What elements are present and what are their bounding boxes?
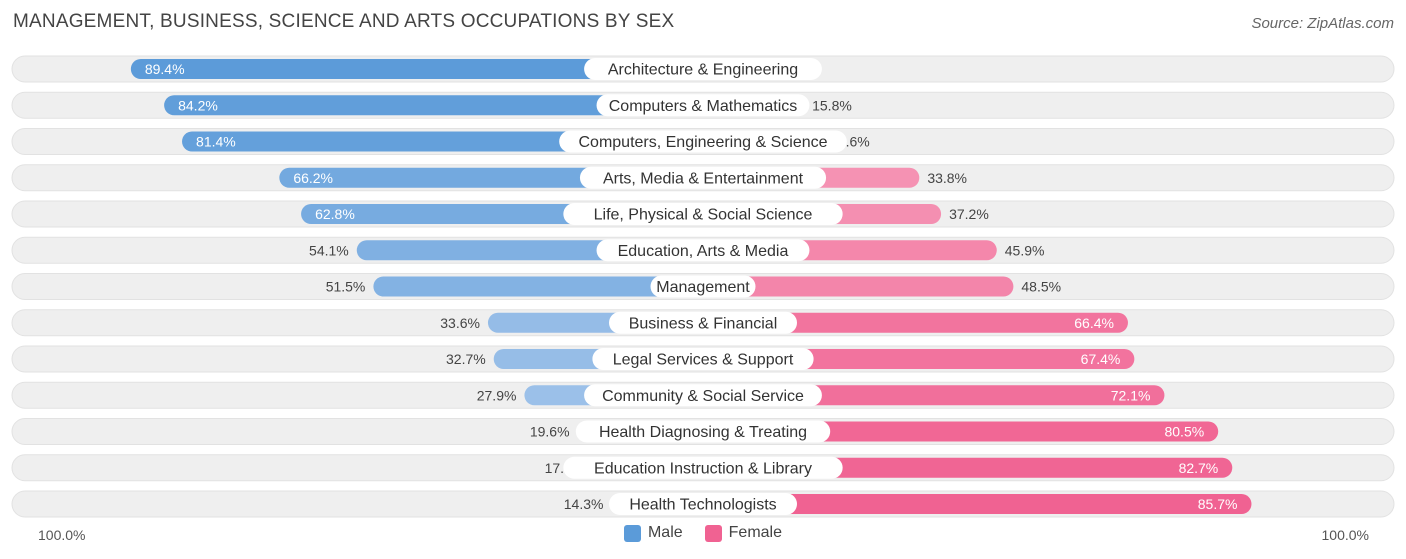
category-label: Life, Physical & Social Science bbox=[594, 207, 813, 224]
male-value-label: 62.8% bbox=[315, 206, 355, 222]
category-pill bbox=[592, 348, 814, 370]
category-label: Business & Financial bbox=[629, 315, 778, 332]
female-value-label: 48.5% bbox=[1021, 279, 1061, 295]
female-value-label: 45.9% bbox=[1005, 242, 1045, 258]
male-value-label: 66.2% bbox=[293, 170, 333, 186]
legend-item-male: Male bbox=[623, 524, 683, 542]
source-credit: Source: ZipAtlas.com bbox=[1251, 15, 1394, 32]
chart-title: MANAGEMENT, BUSINESS, SCIENCE AND ARTS O… bbox=[13, 11, 675, 32]
legend-label-male: Male bbox=[647, 524, 683, 541]
category-pill bbox=[575, 420, 831, 443]
legend-item-female: Female bbox=[704, 524, 783, 542]
female-value-label: 82.7% bbox=[1179, 460, 1219, 476]
bar-male bbox=[130, 59, 704, 79]
diverging-bar-chart: 89.4%10.6%Architecture & Engineering84.2… bbox=[11, 55, 1395, 518]
category-label: Computers, Engineering & Science bbox=[578, 134, 827, 151]
female-value-label: 66.4% bbox=[1074, 315, 1114, 331]
male-value-label: 81.4% bbox=[196, 134, 236, 150]
female-value-label: 72.1% bbox=[1111, 387, 1151, 403]
category-pill bbox=[609, 311, 797, 334]
category-pill bbox=[563, 203, 843, 225]
category-pill bbox=[563, 456, 843, 479]
male-value-label: 89.4% bbox=[145, 61, 185, 77]
male-value-label: 54.1% bbox=[309, 242, 349, 258]
legend: Male Female bbox=[0, 524, 1406, 542]
female-value-label: 80.5% bbox=[1164, 424, 1204, 440]
male-value-label: 27.9% bbox=[477, 387, 517, 403]
category-label: Education Instruction & Library bbox=[594, 460, 812, 477]
legend-swatch-male bbox=[623, 524, 641, 542]
category-pill bbox=[559, 130, 847, 153]
category-pill bbox=[584, 58, 822, 80]
category-label: Arts, Media & Entertainment bbox=[603, 170, 804, 187]
bar-male bbox=[373, 276, 703, 297]
category-pill bbox=[609, 493, 797, 515]
male-value-label: 33.6% bbox=[440, 315, 480, 331]
category-label: Education, Arts & Media bbox=[618, 243, 789, 260]
bar-female bbox=[703, 421, 1219, 442]
female-value-label: 33.8% bbox=[927, 170, 967, 186]
bar-female bbox=[703, 312, 1128, 333]
male-value-label: 84.2% bbox=[178, 97, 218, 113]
category-pill bbox=[596, 239, 810, 262]
category-label: Community & Social Service bbox=[602, 388, 804, 405]
male-value-label: 19.6% bbox=[530, 424, 570, 440]
female-value-label: 15.8% bbox=[812, 97, 852, 113]
category-label: Architecture & Engineering bbox=[608, 62, 798, 79]
category-label: Management bbox=[656, 279, 750, 296]
category-label: Computers & Mathematics bbox=[609, 98, 798, 115]
category-pill bbox=[596, 94, 810, 117]
male-value-label: 51.5% bbox=[326, 279, 366, 295]
female-value-label: 37.2% bbox=[949, 206, 989, 222]
category-label: Health Diagnosing & Treating bbox=[599, 424, 807, 441]
legend-swatch-female bbox=[704, 524, 722, 542]
category-pill bbox=[579, 166, 827, 189]
axis-left-label: 100.0% bbox=[38, 527, 86, 543]
bar-female bbox=[703, 276, 1014, 297]
male-value-label: 32.7% bbox=[446, 351, 486, 367]
female-value-label: 85.7% bbox=[1198, 496, 1238, 512]
legend-label-female: Female bbox=[728, 524, 783, 541]
male-value-label: 14.3% bbox=[564, 496, 604, 512]
axis-right-label: 100.0% bbox=[1321, 527, 1369, 543]
female-value-label: 67.4% bbox=[1081, 351, 1121, 367]
category-label: Health Technologists bbox=[629, 497, 776, 514]
category-pill bbox=[584, 384, 822, 407]
bar-male bbox=[164, 95, 703, 116]
bar-female bbox=[703, 494, 1252, 514]
category-label: Legal Services & Support bbox=[613, 352, 794, 369]
category-pill bbox=[650, 275, 756, 298]
